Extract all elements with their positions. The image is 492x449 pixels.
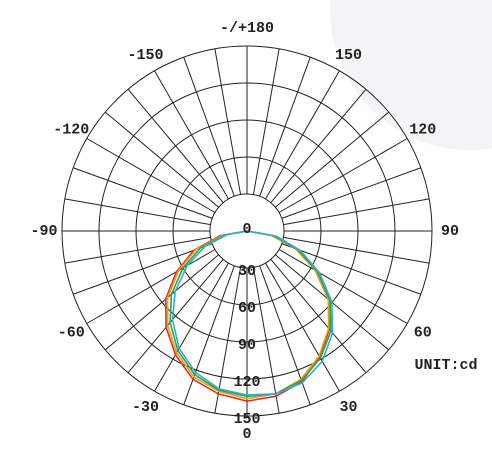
grid-spoke xyxy=(127,259,224,374)
grid-spoke xyxy=(259,56,311,197)
grid-spoke xyxy=(252,267,280,414)
grid-spoke xyxy=(275,111,390,208)
grid-spoke xyxy=(86,249,216,324)
grid-spoke xyxy=(127,88,224,203)
grid-spoke xyxy=(104,254,219,351)
background-shape xyxy=(330,0,492,150)
grid-spoke xyxy=(64,198,211,226)
grid-spoke xyxy=(259,265,311,406)
angle-tick-label: 0 xyxy=(242,426,251,443)
grid-spoke xyxy=(104,111,219,208)
angle-tick-label: -30 xyxy=(132,399,159,416)
angle-tick-label: 30 xyxy=(339,399,357,416)
curve xyxy=(169,230,332,398)
curve xyxy=(171,230,334,396)
grid-spoke xyxy=(278,138,408,213)
r-tick-label: 150 xyxy=(233,411,260,428)
angle-tick-label: -/+180 xyxy=(220,20,274,37)
grid-spoke xyxy=(154,70,229,200)
angle-tick-label: 90 xyxy=(441,223,459,240)
grid-spoke xyxy=(252,48,280,195)
grid-spoke xyxy=(183,56,235,197)
grid-spoke xyxy=(281,243,422,295)
grid-spoke xyxy=(72,243,213,295)
grid-spoke xyxy=(214,48,242,195)
angle-tick-label: 120 xyxy=(409,121,436,138)
grid-spoke xyxy=(154,262,229,392)
angle-tick-label: 60 xyxy=(414,324,432,341)
angle-tick-label: -120 xyxy=(53,121,89,138)
r-tick-label: 120 xyxy=(233,374,260,391)
r-tick-label: 60 xyxy=(238,300,256,317)
angle-tick-label: -150 xyxy=(127,47,163,64)
r-tick-label: 0 xyxy=(242,221,251,238)
grid-spoke xyxy=(265,70,340,200)
grid-spoke xyxy=(183,265,235,406)
unit-label: UNIT:cd xyxy=(414,357,477,374)
angle-tick-label: -90 xyxy=(30,223,57,240)
r-tick-label: 90 xyxy=(238,337,256,354)
grid-spoke xyxy=(72,167,213,219)
grid-spoke xyxy=(283,198,430,226)
grid-spoke xyxy=(265,262,340,392)
grid-spoke xyxy=(278,249,408,324)
grid-spoke xyxy=(270,259,367,374)
grid-spoke xyxy=(64,236,211,264)
grid-spoke xyxy=(283,236,430,264)
grid-spoke xyxy=(281,167,422,219)
r-tick-label: 30 xyxy=(238,263,256,280)
angle-tick-label: -60 xyxy=(58,324,85,341)
angle-tick-label: 150 xyxy=(335,47,362,64)
grid-spoke xyxy=(270,88,367,203)
grid-spoke xyxy=(86,138,216,213)
